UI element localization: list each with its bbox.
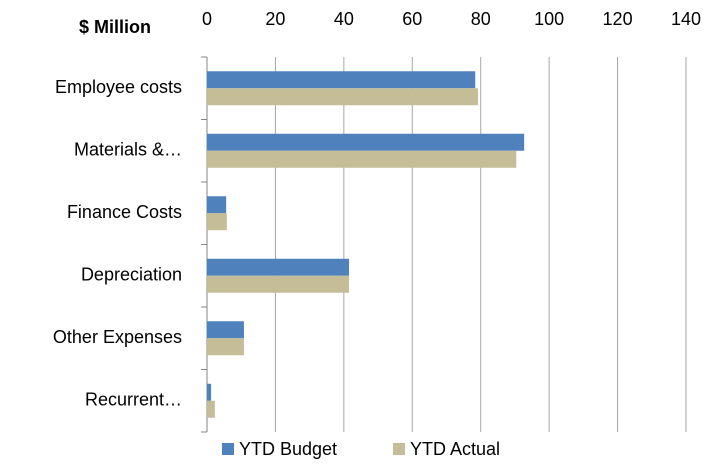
y-tick-label: Employee costs	[55, 77, 182, 97]
bar	[207, 71, 476, 89]
bar	[207, 321, 244, 339]
bar	[207, 338, 244, 356]
bar	[207, 275, 349, 293]
legend-label: YTD Actual	[410, 439, 500, 459]
x-tick-label: 60	[402, 9, 422, 29]
bar	[207, 383, 212, 401]
bar	[207, 133, 525, 151]
x-tick-label: 140	[671, 9, 701, 29]
y-tick-label: Materials &…	[74, 140, 182, 160]
x-tick-label: 80	[471, 9, 491, 29]
legend-swatch	[222, 443, 234, 455]
unit-label: $ Million	[79, 17, 151, 37]
bar	[207, 150, 517, 168]
bar	[207, 400, 215, 418]
bar	[207, 196, 227, 214]
legend-label: YTD Budget	[239, 439, 337, 459]
y-tick-label: Other Expenses	[53, 327, 182, 347]
x-tick-label: 0	[202, 9, 212, 29]
bar	[207, 88, 478, 106]
x-tick-label: 100	[534, 9, 564, 29]
legend-swatch	[393, 443, 405, 455]
bar	[207, 258, 349, 276]
x-tick-label: 120	[603, 9, 633, 29]
y-tick-label: Recurrent…	[85, 390, 182, 410]
x-tick-label: 20	[265, 9, 285, 29]
x-tick-label: 40	[334, 9, 354, 29]
y-tick-label: Finance Costs	[67, 202, 182, 222]
y-tick-label: Depreciation	[81, 265, 182, 285]
bar	[207, 213, 227, 231]
